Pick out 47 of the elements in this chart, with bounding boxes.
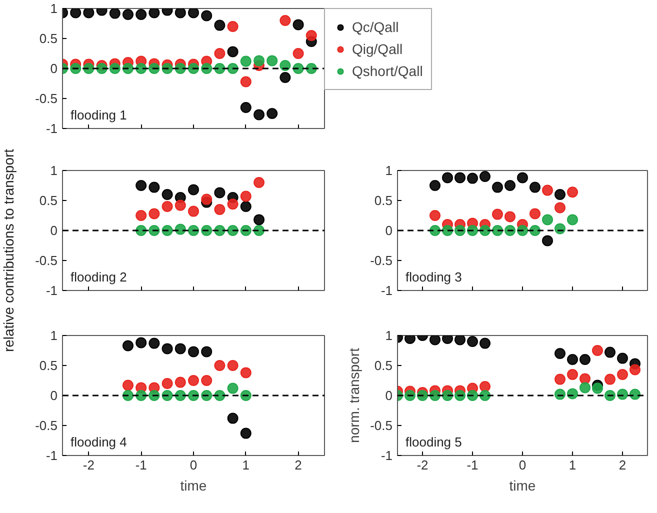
y-tick-label: -0.5 <box>370 418 393 433</box>
y-tick-label: -1 <box>380 448 393 463</box>
x-tick-label: 1 <box>568 458 576 472</box>
y-tick-label: 1 <box>385 328 393 343</box>
legend-label: Qshort/Qall <box>352 63 423 79</box>
x-tick-label: 0 <box>190 458 198 472</box>
x-tick-label: -2 <box>416 458 428 472</box>
y-tick-label: 0.5 <box>39 31 58 46</box>
y-tick-label: -1 <box>46 448 58 463</box>
y-tick-label: -1 <box>380 283 393 298</box>
y-tick-label: 1 <box>50 1 58 16</box>
annotation: flooding 3 <box>406 270 462 284</box>
y-tick-label: -1 <box>46 121 58 136</box>
y-tick-label: 0 <box>385 388 393 403</box>
x-tick-label: 2 <box>294 458 302 472</box>
annotation: flooding 4 <box>70 434 127 450</box>
y-tick-label: 1 <box>385 163 393 178</box>
x-tick-label: -1 <box>135 458 147 472</box>
y-tick-label: 0.5 <box>374 193 393 208</box>
annotation: flooding 1 <box>70 108 127 122</box>
y-tick-label: 0.5 <box>39 193 58 208</box>
legend-label: Qc/Qall <box>352 19 399 35</box>
y-tick-label: 0 <box>50 61 58 76</box>
x-tick-label: -2 <box>82 458 94 472</box>
y-tick-label: 1 <box>50 163 58 178</box>
y-axis-title: relative contributions to transport <box>0 148 16 352</box>
legend-label: Qig/Qall <box>352 41 403 57</box>
y-tick-label: -0.5 <box>35 253 58 268</box>
y-tick-label: 0.5 <box>39 358 58 373</box>
x-tick-label: 0 <box>518 458 526 472</box>
y-tick-label: 1 <box>50 328 58 343</box>
y-tick-label: -0.5 <box>35 418 58 433</box>
x-tick-label: 1 <box>242 458 250 472</box>
x-axis-title: time <box>180 478 207 494</box>
y-tick-label: 0.5 <box>374 358 393 373</box>
x-tick-label: -1 <box>466 458 478 472</box>
annotation: flooding 5 <box>406 434 462 450</box>
y-tick-label: -1 <box>46 283 58 298</box>
y-tick-label: -0.5 <box>35 91 58 106</box>
y-tick-label: 0 <box>50 388 58 403</box>
x-axis-title: time <box>509 478 536 494</box>
annotation: flooding 2 <box>70 270 127 284</box>
y-tick-label: 0 <box>385 223 393 238</box>
x-tick-label: 2 <box>618 458 626 472</box>
y-tick-label: 0 <box>50 223 58 238</box>
y-tick-label: -0.5 <box>370 253 393 268</box>
y-axis-title: norm. transport <box>346 348 362 443</box>
